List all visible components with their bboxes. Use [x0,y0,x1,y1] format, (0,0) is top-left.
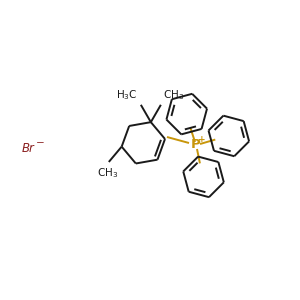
Text: +: + [198,136,206,145]
Text: −: − [36,138,45,148]
Text: H$_3$C: H$_3$C [116,88,138,102]
Text: CH$_3$: CH$_3$ [97,166,118,180]
Text: CH$_3$: CH$_3$ [163,88,184,102]
Text: P: P [191,139,201,152]
Text: Br: Br [22,142,35,154]
